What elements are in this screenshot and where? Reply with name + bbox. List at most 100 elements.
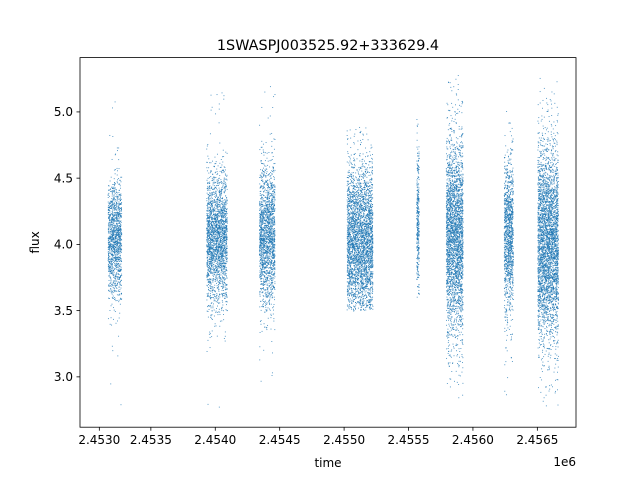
data-point xyxy=(223,203,225,205)
data-point xyxy=(221,207,223,209)
data-point xyxy=(267,203,268,205)
data-point xyxy=(112,297,114,299)
data-point xyxy=(222,206,224,207)
data-point xyxy=(220,274,222,276)
data-point xyxy=(212,202,213,204)
data-point xyxy=(111,248,113,250)
data-point xyxy=(207,239,209,241)
data-point xyxy=(215,176,217,178)
data-point xyxy=(273,176,275,178)
data-point xyxy=(213,250,215,252)
data-point xyxy=(109,310,111,311)
data-point xyxy=(259,251,261,253)
data-point xyxy=(219,320,221,322)
data-point xyxy=(109,250,111,252)
data-point xyxy=(219,260,221,261)
data-point xyxy=(272,215,274,217)
data-point xyxy=(111,198,113,200)
data-point xyxy=(267,261,269,263)
data-point xyxy=(120,198,122,200)
data-point xyxy=(226,239,228,241)
data-point xyxy=(113,290,115,291)
data-point xyxy=(220,215,222,216)
data-point xyxy=(266,280,268,281)
data-point xyxy=(218,122,220,124)
data-point xyxy=(210,94,212,96)
data-point xyxy=(267,296,269,298)
data-point xyxy=(212,180,214,182)
data-point xyxy=(263,306,264,308)
data-point xyxy=(265,237,267,239)
data-point xyxy=(115,207,117,209)
data-point xyxy=(118,203,120,205)
data-point xyxy=(221,268,223,270)
data-point xyxy=(111,249,113,251)
data-point xyxy=(220,261,221,263)
data-point xyxy=(113,248,115,250)
data-point xyxy=(218,221,220,223)
data-point xyxy=(108,217,110,219)
data-point xyxy=(272,235,274,237)
data-point xyxy=(272,268,274,270)
data-point xyxy=(117,251,118,253)
data-point xyxy=(112,204,114,206)
data-point xyxy=(117,179,119,181)
data-point xyxy=(116,278,118,280)
data-point xyxy=(110,233,112,234)
data-point xyxy=(211,237,213,239)
data-point xyxy=(109,259,111,260)
data-point xyxy=(262,243,263,245)
data-point xyxy=(261,306,263,308)
data-point xyxy=(225,300,227,302)
data-point xyxy=(212,184,214,186)
data-point xyxy=(113,184,115,185)
data-point xyxy=(266,208,268,210)
data-point xyxy=(273,228,275,230)
data-point xyxy=(210,269,212,271)
data-point xyxy=(209,133,211,135)
data-point xyxy=(226,294,227,296)
data-point xyxy=(216,287,218,289)
data-point xyxy=(212,200,214,202)
data-point xyxy=(112,199,114,201)
data-point xyxy=(119,303,121,305)
data-point xyxy=(108,233,110,235)
data-point xyxy=(222,258,224,259)
data-point xyxy=(216,295,217,297)
data-point xyxy=(112,247,114,249)
data-point xyxy=(220,257,222,259)
data-point xyxy=(271,199,273,201)
data-point xyxy=(216,182,218,184)
data-point xyxy=(117,196,119,198)
data-point xyxy=(273,163,275,165)
data-point xyxy=(210,283,212,285)
data-point xyxy=(117,263,118,265)
data-point xyxy=(119,185,121,187)
data-point xyxy=(264,171,266,173)
data-point xyxy=(212,267,214,268)
data-point xyxy=(108,229,109,231)
data-point xyxy=(219,264,221,265)
data-point xyxy=(113,202,115,204)
data-point xyxy=(214,216,216,217)
data-point xyxy=(206,204,208,206)
data-point xyxy=(111,263,112,265)
data-point xyxy=(212,220,214,222)
data-point xyxy=(109,269,111,271)
data-point xyxy=(223,310,224,312)
data-point xyxy=(267,289,268,290)
data-point xyxy=(209,194,211,196)
data-point xyxy=(271,182,273,184)
data-point xyxy=(268,250,270,252)
data-point xyxy=(270,328,272,330)
data-point xyxy=(269,278,271,280)
data-point xyxy=(207,316,209,318)
data-point xyxy=(113,203,115,205)
data-point xyxy=(223,241,225,243)
data-point xyxy=(217,197,219,199)
data-point xyxy=(117,267,119,269)
data-point xyxy=(112,263,113,265)
data-point xyxy=(117,245,119,246)
data-point xyxy=(267,232,269,234)
data-point xyxy=(110,317,112,319)
